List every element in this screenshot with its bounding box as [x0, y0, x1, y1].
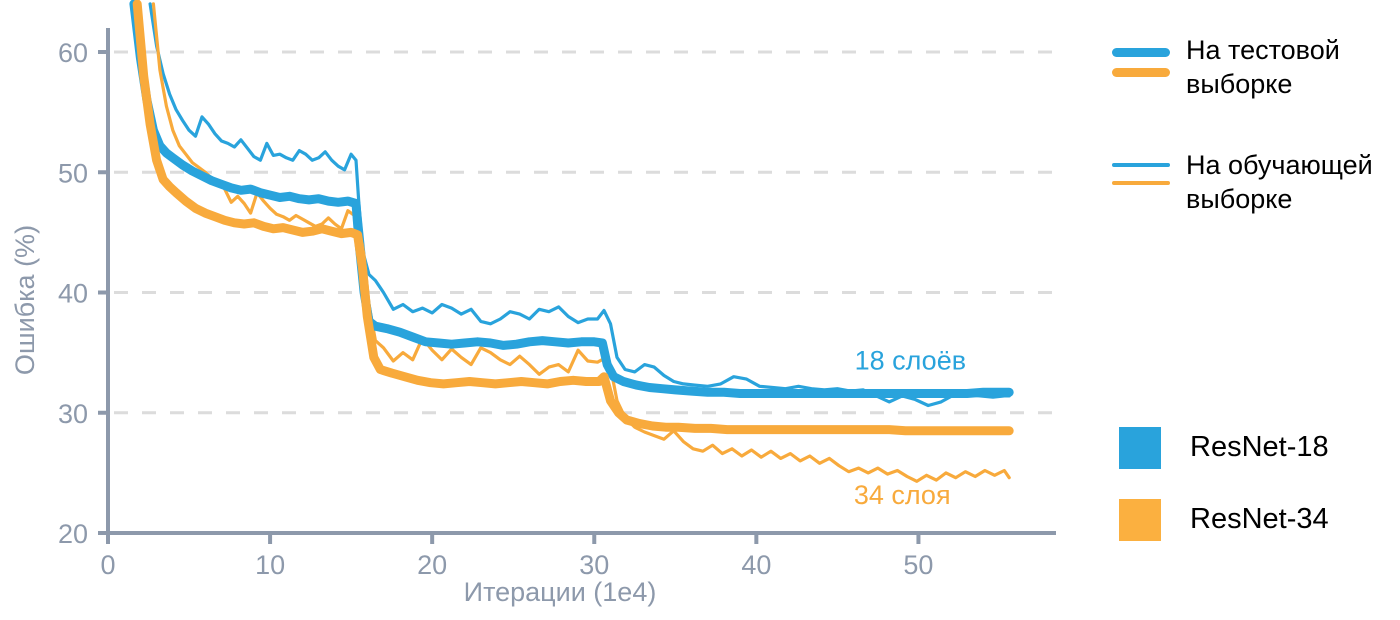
- series-line: [151, 2, 1011, 483]
- x-tick-label: 30: [579, 550, 609, 580]
- series-line: [132, 0, 1014, 436]
- legend-thin-orange-line-icon: [1112, 181, 1170, 185]
- x-tick-label: 0: [100, 550, 115, 580]
- x-tick-label: 20: [417, 550, 447, 580]
- inline-annotations: 18 слоёв 34 слоя: [854, 345, 966, 510]
- series-line: [148, 2, 1011, 408]
- x-tick-label: 10: [255, 550, 285, 580]
- x-tick-label: 50: [903, 550, 933, 580]
- legend-swatch-resnet34: [1119, 499, 1161, 541]
- axis-lines: [106, 28, 1056, 535]
- y-axis-ticks: 20 30 40 50 60: [58, 38, 108, 549]
- y-tick-label: 40: [58, 279, 88, 309]
- gridlines: [114, 50, 1056, 415]
- legend-label-train-set: На обучающей выборке: [1186, 150, 1373, 214]
- legend-label-test-set: На тестовой выборке: [1186, 35, 1340, 99]
- legend-thick-blue-line-icon: [1112, 48, 1170, 57]
- y-tick-label: 20: [58, 519, 88, 549]
- x-tick-label: 40: [741, 550, 771, 580]
- y-axis-title: Ошибка (%): [10, 225, 40, 375]
- legend-thick-orange-line-icon: [1112, 68, 1170, 77]
- series-line: [129, 0, 1014, 398]
- legend-swatch-resnet18: [1119, 427, 1161, 469]
- legend-label-resnet34: ResNet-34: [1190, 503, 1329, 535]
- x-axis-title: Итерации (1e4): [464, 577, 657, 607]
- y-tick-label: 60: [58, 38, 88, 68]
- annotation-34-layers: 34 слоя: [854, 480, 951, 510]
- x-axis-ticks: 0 10 20 30 40 50: [100, 533, 933, 580]
- annotation-18-layers: 18 слоёв: [855, 345, 966, 375]
- data-series: [129, 0, 1014, 483]
- legend-label-resnet18: ResNet-18: [1190, 431, 1329, 463]
- y-tick-label: 30: [58, 399, 88, 429]
- y-tick-label: 50: [58, 158, 88, 188]
- legend-thin-blue-line-icon: [1112, 163, 1170, 167]
